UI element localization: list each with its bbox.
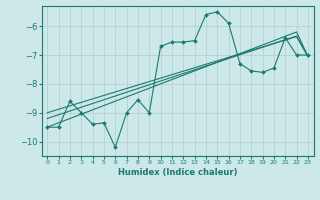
X-axis label: Humidex (Indice chaleur): Humidex (Indice chaleur) <box>118 168 237 177</box>
